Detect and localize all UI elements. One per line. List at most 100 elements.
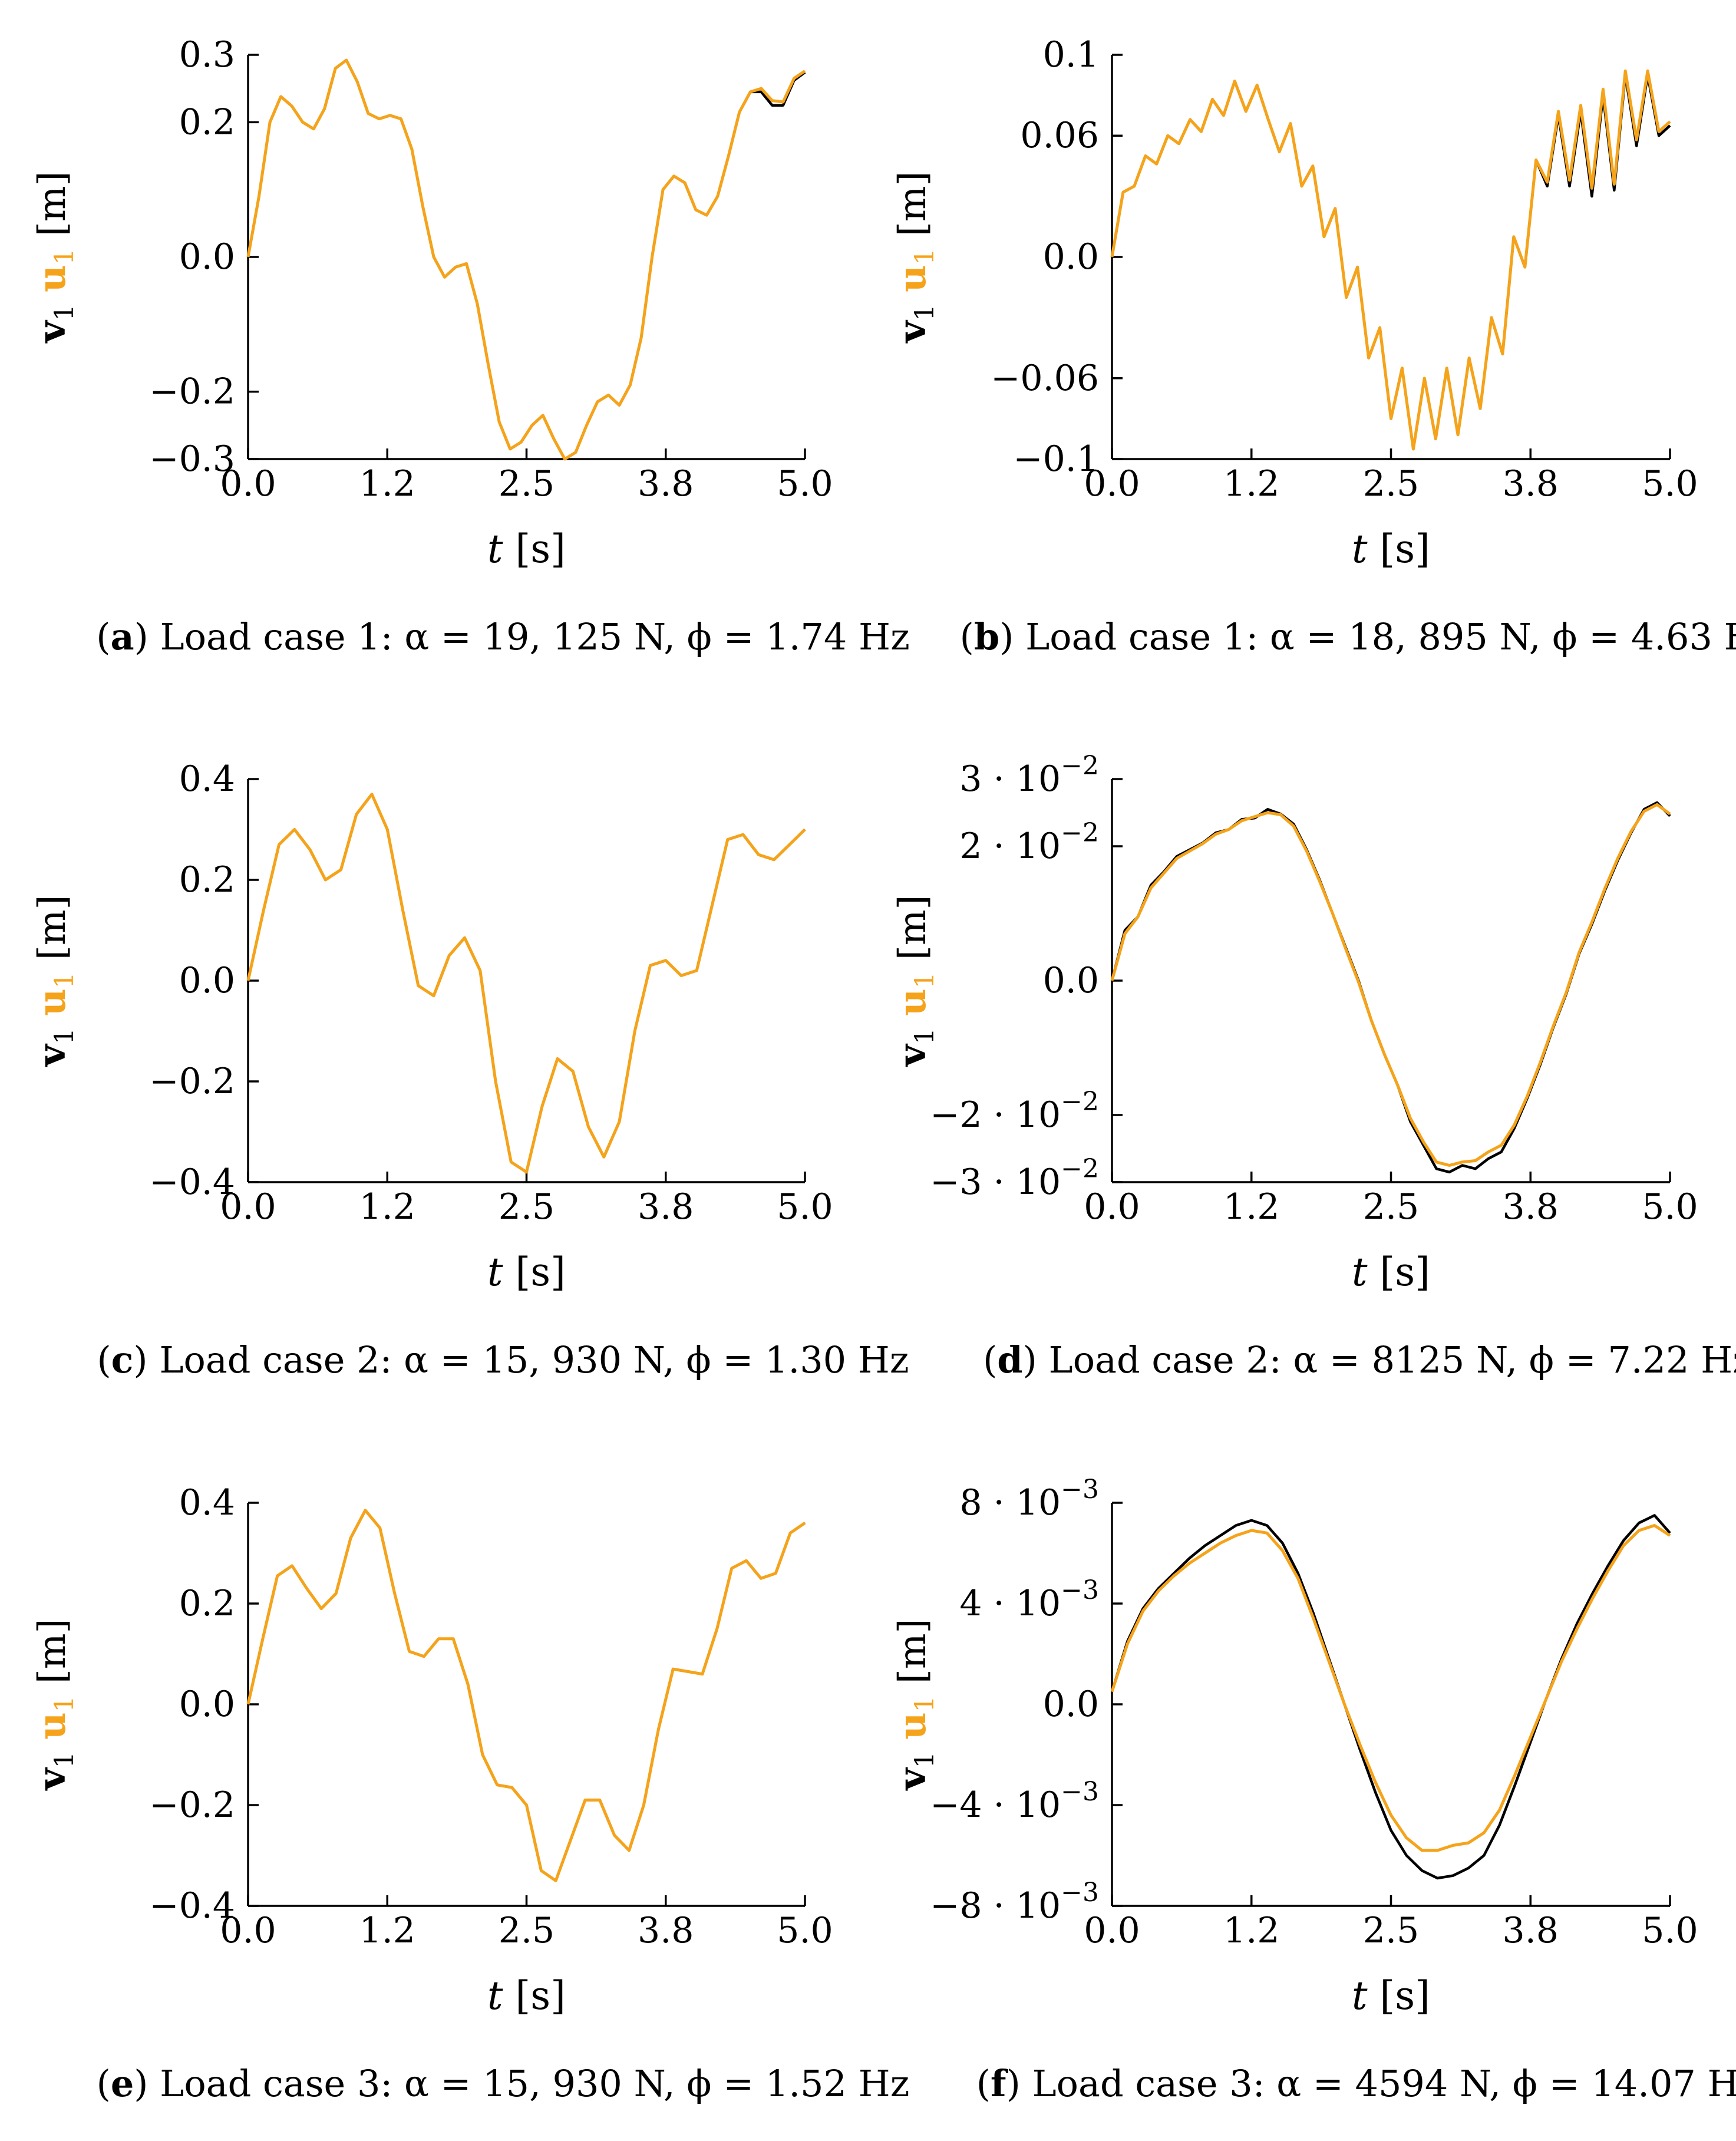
y-tick-label: 4 · 10−3 (959, 1575, 1099, 1624)
y-tick-base: 2 · 10 (959, 826, 1061, 867)
x-tick-label: 0.0 (1084, 463, 1140, 504)
x-tick-label: 5.0 (777, 463, 833, 504)
y-tick-base: 4 · 10 (959, 1583, 1061, 1624)
x-tick-label: 0.0 (220, 463, 276, 504)
y-label-unit: [m] (891, 171, 935, 248)
legend-ref-symbol: v (30, 1044, 74, 1068)
legend-pred-subscript: 1 (910, 248, 940, 265)
series-line-u1 (1110, 69, 1671, 451)
caption-paren-open: ( (983, 1338, 997, 1381)
legend-gap (31, 292, 74, 304)
y-tick-label: 0.06 (1020, 115, 1099, 156)
caption-text: Load case 1: α = 19, 125 N, ϕ = 1.74 Hz (148, 615, 910, 658)
legend-ref-subscript: 1 (910, 304, 940, 321)
subplot-caption: (d) Load case 2: α = 8125 N, ϕ = 7.22 Hz (983, 1338, 1736, 1381)
y-tick-exponent: −2 (1061, 818, 1099, 848)
series-line-u1 (1110, 1524, 1671, 1852)
y-axis-label: v1 u1 [m] (30, 171, 80, 344)
x-tick-label: 2.5 (499, 1186, 555, 1228)
y-axis-label: v1 u1 [m] (890, 171, 940, 344)
legend-ref-subscript: 1 (49, 1751, 80, 1768)
y-tick-label: −4 · 10−3 (930, 1777, 1099, 1826)
y-tick-label: 0.2 (179, 101, 235, 143)
subplot-caption: (c) Load case 2: α = 15, 930 N, ϕ = 1.30… (97, 1338, 909, 1381)
x-tick-label: 0.0 (220, 1910, 276, 1951)
series-line-v1 (1110, 74, 1671, 451)
y-tick-exponent: −3 (1061, 1777, 1099, 1807)
x-tick-label: 1.2 (359, 1910, 415, 1951)
legend-ref-subscript: 1 (910, 1028, 940, 1044)
caption-letter: f (991, 2062, 1008, 2105)
x-label-unit: [s] (503, 1973, 566, 2018)
legend-pred-symbol: u (30, 265, 74, 292)
x-tick-label: 1.2 (1223, 463, 1279, 504)
y-axis-label: v1 u1 [m] (30, 895, 80, 1067)
x-axis-label: t [s] (487, 1249, 566, 1295)
y-tick-base: −4 · 10 (930, 1784, 1061, 1826)
x-label-variable: t (487, 1249, 503, 1295)
y-tick-base: −8 · 10 (930, 1885, 1061, 1926)
y-tick-exponent: −2 (1061, 1087, 1099, 1117)
x-tick-label: 2.5 (499, 1910, 555, 1951)
y-label-unit: [m] (31, 1618, 74, 1695)
caption-paren-close: ) (1023, 1338, 1037, 1381)
x-tick-label: 1.2 (1223, 1910, 1279, 1951)
legend-pred-subscript: 1 (910, 972, 940, 988)
x-tick-label: 3.8 (1503, 1186, 1559, 1228)
caption-paren-close: ) (999, 615, 1014, 658)
x-label-variable: t (487, 526, 503, 572)
y-tick-label: 0.0 (1043, 236, 1099, 278)
caption-paren-open: ( (97, 1338, 111, 1381)
x-axis-label: t [s] (487, 526, 566, 572)
x-tick-label: 5.0 (777, 1186, 833, 1228)
subplot-e: 0.0 1.2 2.5 3.8 5.0 −0.4 −0.2 0.0 0.2 0.4 t [s] v1 … (30, 1482, 909, 2105)
legend-pred-subscript: 1 (910, 1695, 940, 1712)
series-line-v1 (246, 58, 806, 461)
legend-pred-symbol: u (30, 988, 74, 1016)
subplot-caption: (e) Load case 3: α = 15, 930 N, ϕ = 1.52… (97, 2062, 910, 2105)
x-tick-label: 3.8 (638, 1186, 694, 1228)
legend-pred-symbol: u (890, 265, 935, 292)
y-tick-base: −2 · 10 (930, 1094, 1061, 1136)
subplot-caption: (a) Load case 1: α = 19, 125 N, ϕ = 1.74… (96, 615, 910, 658)
x-axis-label: t [s] (1352, 1973, 1430, 2018)
y-tick-label: −0.2 (149, 1784, 235, 1826)
y-tick-label: −0.4 (149, 1162, 235, 1203)
x-tick-label: 2.5 (1363, 1910, 1419, 1951)
y-tick-exponent: −2 (1061, 751, 1099, 781)
y-tick-label: 0.1 (1043, 34, 1099, 75)
y-tick-exponent: −3 (1061, 1474, 1099, 1505)
y-tick-label: 0.2 (179, 859, 235, 900)
x-tick-label: 0.0 (1084, 1910, 1140, 1951)
x-tick-label: 2.5 (1363, 463, 1419, 504)
x-label-unit: [s] (503, 1249, 566, 1295)
subplot-c: 0.0 1.2 2.5 3.8 5.0 −0.4 −0.2 0.0 0.2 0.4 t [s] v1 … (30, 758, 909, 1381)
y-tick-label: −0.2 (149, 1061, 235, 1102)
y-tick-exponent: −3 (1061, 1878, 1099, 1908)
caption-paren-close: ) (134, 615, 148, 658)
y-tick-label: 3 · 10−2 (959, 751, 1099, 800)
caption-text: Load case 3: α = 4594 N, ϕ = 14.07 Hz (1021, 2062, 1736, 2105)
legend-pred-symbol: u (890, 988, 935, 1016)
legend-ref-symbol: v (890, 1044, 935, 1068)
x-tick-label: 1.2 (1223, 1186, 1279, 1228)
x-tick-label: 2.5 (1363, 1186, 1419, 1228)
legend-ref-subscript: 1 (910, 1751, 940, 1768)
legend-ref-subscript: 1 (49, 1028, 80, 1044)
y-axis-label: v1 u1 [m] (890, 895, 940, 1067)
y-tick-exponent: −2 (1061, 1154, 1099, 1184)
y-tick-label: 0.3 (179, 34, 235, 75)
x-tick-label: 1.2 (359, 1186, 415, 1228)
legend-pred-symbol: u (890, 1712, 935, 1740)
caption-text: Load case 2: α = 15, 930 N, ϕ = 1.30 Hz (148, 1338, 909, 1381)
legend-ref-subscript: 1 (49, 304, 80, 321)
x-tick-label: 2.5 (499, 463, 555, 504)
legend-gap (31, 1740, 74, 1751)
y-tick-label: 8 · 10−3 (959, 1474, 1099, 1523)
y-tick-label: −0.06 (991, 358, 1099, 399)
legend-gap (891, 292, 935, 304)
caption-letter: c (111, 1338, 134, 1381)
y-tick-exponent: −3 (1061, 1575, 1099, 1605)
x-label-variable: t (1352, 526, 1368, 572)
